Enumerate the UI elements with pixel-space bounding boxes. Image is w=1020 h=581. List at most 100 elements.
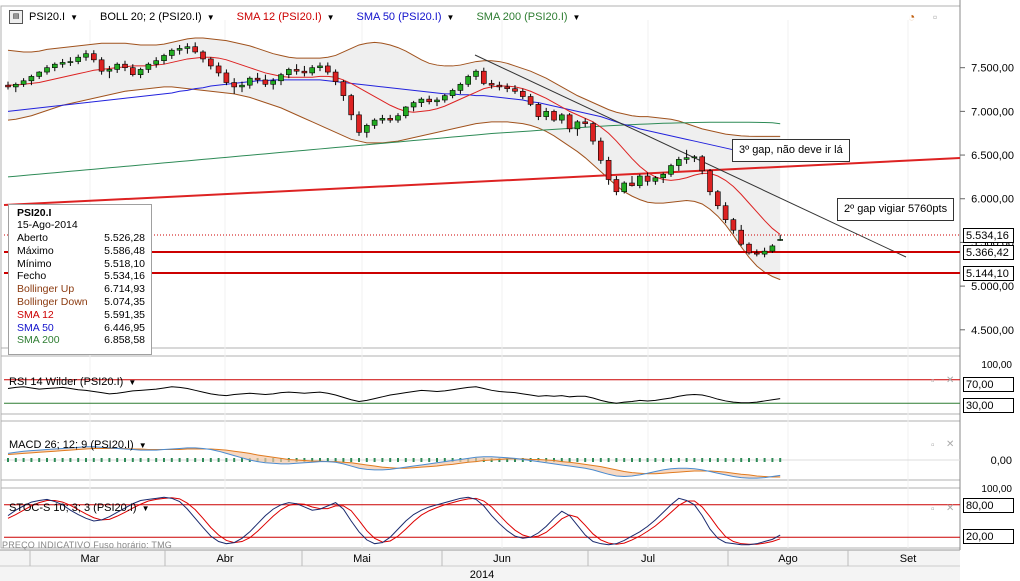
chevron-down-icon[interactable]: ▼: [446, 12, 455, 22]
candle-body: [402, 106, 409, 117]
restore-icon[interactable]: ▫: [931, 440, 935, 451]
month-label: Mai: [353, 553, 371, 565]
data-window-row-label: Bollinger Down: [17, 295, 88, 308]
year-label: 2014: [470, 569, 494, 581]
candle-body: [730, 219, 737, 231]
candle-body: [504, 86, 511, 89]
price-label-support2: 5.144,10: [963, 266, 1014, 281]
candle-body: [746, 243, 752, 254]
maximize-icon[interactable]: ▫: [933, 10, 938, 24]
data-window-row-label: Máximo: [17, 244, 54, 257]
candle-body: [473, 70, 479, 77]
data-window-row-value: 6.446,95: [104, 321, 145, 334]
header-indicator-label: BOLL 20; 2 (PSI20.I): [100, 11, 202, 23]
macd-title-label: MACD 26; 12; 9 (PSI20.I): [9, 439, 134, 451]
stoch-label-100: 100,00: [981, 484, 1012, 495]
data-window-rows: Aberto 5.526,28 Máximo 5.586,48 Mínimo 5.518,…: [9, 232, 151, 347]
data-window-row-value: 5.591,35: [104, 308, 145, 321]
data-window-row-label: Fecho: [17, 270, 47, 283]
chevron-down-icon[interactable]: ▼: [128, 377, 137, 387]
candle-body: [558, 114, 565, 121]
rsi-panel-title[interactable]: RSI 14 Wilder (PSI20.I) ▼: [9, 376, 136, 388]
candle-body: [660, 173, 667, 179]
candle-body: [457, 83, 464, 91]
month-label: Jul: [641, 553, 655, 565]
header-indicator-sma200[interactable]: SMA 200 (PSI20.I) ▼: [476, 11, 580, 23]
candle-body: [44, 67, 50, 73]
candle-body: [28, 76, 35, 82]
header-indicator-label: SMA 200 (PSI20.I): [476, 11, 568, 23]
header-symbol[interactable]: PSI20.I ▼: [29, 11, 78, 23]
candle-body: [247, 77, 253, 86]
restore-icon[interactable]: ▫: [931, 376, 935, 387]
candle-body: [13, 83, 19, 88]
annotation-gap3[interactable]: 3º gap, não deve ir lá: [732, 139, 850, 162]
chevron-down-icon[interactable]: ▼: [141, 503, 150, 513]
candle-body: [36, 71, 43, 77]
close-icon[interactable]: ✕: [946, 439, 955, 450]
y-tick-label: 6.500,00: [971, 150, 1014, 162]
close-icon[interactable]: ✕: [946, 503, 955, 514]
header-indicator-sma50[interactable]: SMA 50 (PSI20.I) ▼: [357, 11, 455, 23]
candle-body: [293, 69, 300, 72]
candle-body: [496, 84, 503, 88]
y-tick-label: 6.000,00: [971, 194, 1014, 206]
sma12-line: [8, 56, 781, 235]
chevron-down-icon[interactable]: ▼: [138, 440, 147, 450]
annotation-gap2[interactable]: 2º gap vigiar 5760pts: [837, 198, 955, 221]
header-indicator-sma12[interactable]: SMA 12 (PSI20.I) ▼: [237, 11, 335, 23]
chevron-down-icon[interactable]: ▼: [206, 12, 215, 22]
candle-body: [340, 81, 347, 96]
candle-body: [192, 46, 198, 53]
candle-body: [387, 118, 394, 121]
candle-body: [714, 191, 721, 207]
candle-body: [449, 90, 456, 96]
restore-icon[interactable]: ▫: [931, 504, 935, 515]
chevron-down-icon[interactable]: ▼: [572, 12, 581, 22]
data-window-row-label: Mínimo: [17, 257, 52, 270]
macd-line: [7, 446, 781, 479]
candle-body: [707, 170, 713, 193]
candle-body: [5, 84, 11, 88]
candle-body: [356, 114, 362, 133]
candle-body: [278, 74, 284, 82]
candle-body: [644, 175, 651, 182]
price-label-last: 5.534,16: [963, 228, 1014, 243]
candle-body: [262, 79, 269, 85]
stoch-panel-title[interactable]: STOC-S 10; 3; 3 (PSI20.I) ▼: [9, 502, 150, 514]
candle-body: [176, 48, 183, 51]
month-label: Jun: [493, 553, 511, 565]
close-icon[interactable]: ✕: [946, 375, 955, 386]
candle-body: [527, 96, 534, 105]
data-window: PSI20.I 15-Ago-2014 Aberto 5.526,28 Máximo…: [8, 204, 152, 355]
data-window-row: Mínimo 5.518,10: [9, 258, 151, 271]
candle-body: [83, 53, 89, 58]
candle-body: [332, 71, 339, 82]
candle-body: [441, 95, 448, 101]
candle-body: [75, 56, 81, 62]
chevron-down-icon[interactable]: ▼: [326, 12, 335, 22]
price-label-support1: 5.366,42: [963, 245, 1014, 260]
clock-icon[interactable]: ◔: [908, 10, 916, 24]
stoch-title-label: STOC-S 10; 3; 3 (PSI20.I): [9, 502, 137, 514]
macd-label-zero: 0,00: [991, 455, 1012, 467]
month-label: Set: [900, 553, 917, 565]
macd-panel-title[interactable]: MACD 26; 12; 9 (PSI20.I) ▼: [9, 439, 147, 451]
chart-type-icon[interactable]: ▤: [9, 10, 23, 24]
rsi-title-label: RSI 14 Wilder (PSI20.I): [9, 376, 124, 388]
data-window-row-label: Aberto: [17, 232, 48, 244]
header-indicator-boll[interactable]: BOLL 20; 2 (PSI20.I) ▼: [100, 11, 215, 23]
candle-body: [169, 49, 175, 56]
stoch-label-80: 80,00: [963, 498, 1014, 513]
candle-body: [519, 90, 526, 97]
rsi-label-30: 30,00: [963, 398, 1014, 413]
candle-body: [153, 60, 159, 65]
candle-body: [254, 77, 261, 81]
candle-body: [395, 115, 401, 121]
month-label: Mar: [81, 553, 100, 565]
candle-body: [465, 76, 472, 85]
data-window-row-label: SMA 200: [17, 334, 60, 347]
chevron-down-icon[interactable]: ▼: [70, 12, 78, 22]
rsi-label-100: 100,00: [981, 360, 1012, 371]
